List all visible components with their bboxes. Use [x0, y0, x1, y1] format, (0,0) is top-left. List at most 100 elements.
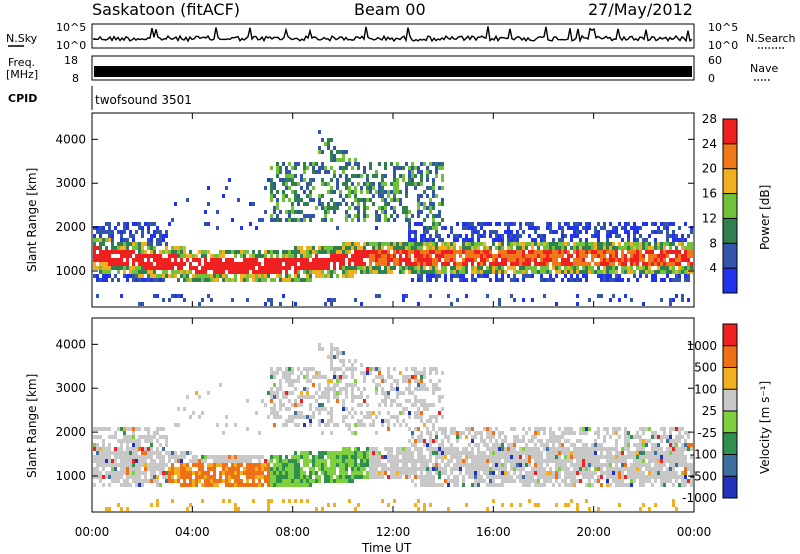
- heatmap-cell: [657, 242, 660, 246]
- heatmap-cell: [156, 254, 159, 258]
- heatmap-cell: [663, 435, 666, 439]
- heatmap-cell: [168, 451, 171, 455]
- heatmap-cell: [648, 507, 651, 511]
- heatmap-cell: [447, 507, 450, 511]
- heatmap-cell: [675, 447, 678, 451]
- heatmap-cell: [657, 258, 660, 262]
- heatmap-cell: [303, 278, 306, 282]
- heatmap-cell: [681, 254, 684, 258]
- heatmap-cell: [378, 250, 381, 254]
- heatmap-cell: [207, 202, 210, 206]
- heatmap-cell: [372, 455, 375, 459]
- heatmap-cell: [186, 467, 189, 471]
- heatmap-cell: [93, 250, 96, 254]
- heatmap-cell: [420, 415, 423, 419]
- heatmap-cell: [288, 383, 291, 387]
- heatmap-cell: [615, 250, 618, 254]
- heatmap-cell: [309, 475, 312, 479]
- heatmap-cell: [408, 451, 411, 455]
- heatmap-cell: [339, 479, 342, 483]
- heatmap-cell: [327, 399, 330, 403]
- heatmap-cell: [165, 270, 168, 274]
- heatmap-cell: [498, 467, 501, 471]
- heatmap-cell: [684, 463, 687, 467]
- heatmap-cell: [639, 447, 642, 451]
- heatmap-cell: [384, 471, 387, 475]
- heatmap-cell: [273, 455, 276, 459]
- heatmap-cell: [375, 190, 378, 194]
- heatmap-cell: [303, 455, 306, 459]
- heatmap-cell: [471, 475, 474, 479]
- heatmap-cell: [657, 471, 660, 475]
- heatmap-cell: [576, 230, 579, 234]
- heatmap-cell: [387, 459, 390, 463]
- heatmap-cell: [300, 395, 303, 399]
- heatmap-cell: [420, 222, 423, 226]
- heatmap-cell: [423, 242, 426, 246]
- heatmap-cell: [576, 503, 579, 507]
- heatmap-cell: [291, 479, 294, 483]
- heatmap-cell: [279, 258, 282, 262]
- heatmap-cell: [231, 467, 234, 471]
- heatmap-cell: [564, 246, 567, 250]
- heatmap-cell: [267, 262, 270, 266]
- heatmap-cell: [393, 455, 396, 459]
- heatmap-cell: [480, 459, 483, 463]
- heatmap-cell: [324, 407, 327, 411]
- heatmap-cell: [459, 234, 462, 238]
- heatmap-cell: [387, 266, 390, 270]
- heatmap-cell: [504, 447, 507, 451]
- heatmap-cell: [405, 162, 408, 166]
- heatmap-cell: [378, 186, 381, 190]
- heatmap-cell: [351, 363, 354, 367]
- heatmap-cell: [324, 391, 327, 395]
- heatmap-cell: [270, 278, 273, 282]
- heatmap-cell: [531, 242, 534, 246]
- heatmap-cell: [624, 258, 627, 262]
- heatmap-cell: [396, 395, 399, 399]
- heatmap-cell: [396, 190, 399, 194]
- heatmap-cell: [276, 411, 279, 415]
- heatmap-cell: [417, 447, 420, 451]
- heatmap-cell: [567, 250, 570, 254]
- heatmap-cell: [483, 443, 486, 447]
- heatmap-cell: [633, 459, 636, 463]
- colorbar-tick-label: 100: [694, 382, 717, 396]
- heatmap-cell: [663, 266, 666, 270]
- heatmap-cell: [426, 427, 429, 431]
- heatmap-cell: [147, 451, 150, 455]
- heatmap-cell: [387, 475, 390, 479]
- y-tick-label: 2000: [55, 425, 86, 439]
- heatmap-cell: [99, 234, 102, 238]
- heatmap-cell: [585, 274, 588, 278]
- heatmap-cell: [138, 475, 141, 479]
- heatmap-cell: [645, 463, 648, 467]
- heatmap-cell: [630, 262, 633, 266]
- heatmap-cell: [573, 222, 576, 226]
- heatmap-cell: [402, 391, 405, 395]
- heatmap-cell: [666, 479, 669, 483]
- heatmap-cell: [624, 226, 627, 230]
- heatmap-cell: [639, 234, 642, 238]
- heatmap-cell: [501, 278, 504, 282]
- heatmap-cell: [576, 266, 579, 270]
- heatmap-cell: [510, 451, 513, 455]
- heatmap-cell: [312, 162, 315, 166]
- heatmap-cell: [102, 427, 105, 431]
- heatmap-cell: [354, 455, 357, 459]
- heatmap-cell: [384, 210, 387, 214]
- heatmap-cell: [483, 471, 486, 475]
- heatmap-cell: [357, 503, 360, 507]
- heatmap-cell: [339, 455, 342, 459]
- heatmap-cell: [453, 427, 456, 431]
- heatmap-cell: [579, 222, 582, 226]
- heatmap-cell: [543, 483, 546, 487]
- heatmap-cell: [420, 246, 423, 250]
- heatmap-cell: [153, 266, 156, 270]
- heatmap-cell: [186, 507, 189, 511]
- heatmap-cell: [609, 258, 612, 262]
- heatmap-cell: [402, 210, 405, 214]
- heatmap-cell: [624, 242, 627, 246]
- heatmap-cell: [246, 298, 249, 302]
- heatmap-cell: [321, 270, 324, 274]
